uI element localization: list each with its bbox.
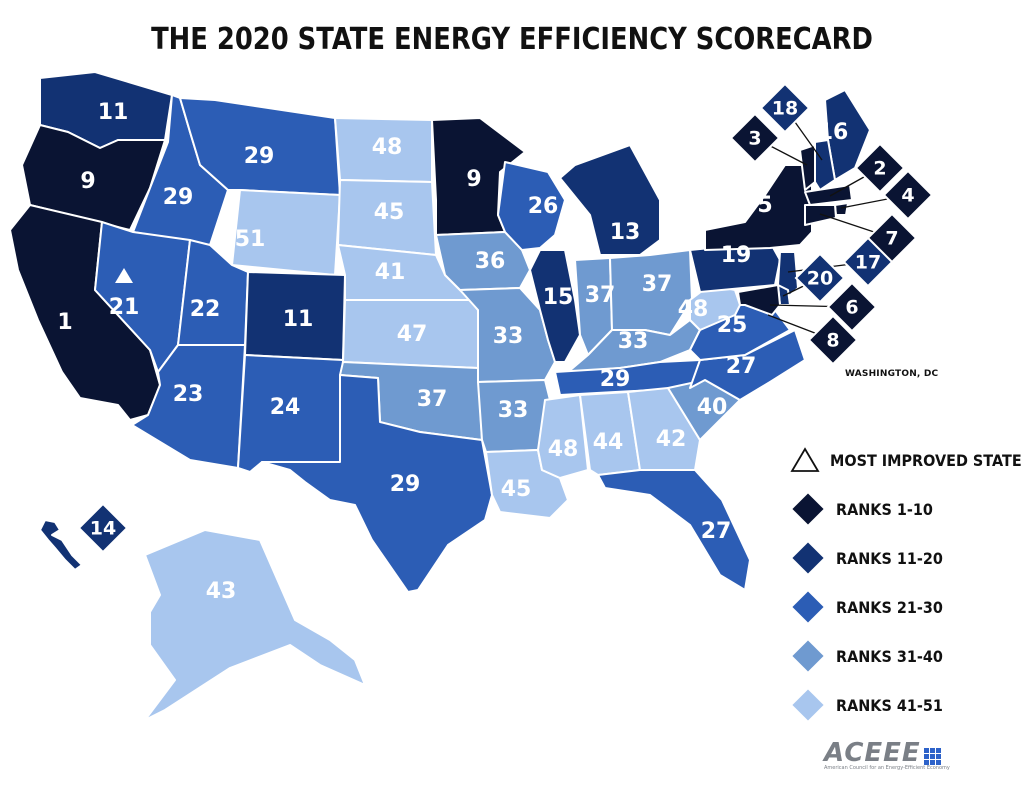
rank-label-vt: 3 (748, 128, 761, 150)
legend-label: RANKS 1-10 (836, 499, 933, 519)
state-md (737, 284, 781, 316)
rank-label-nd: 48 (372, 135, 403, 160)
rank-label-md: 6 (845, 297, 858, 319)
legend: MOST IMPROVED STATE RANKS 1-10 RANKS 11-… (790, 445, 1022, 739)
swatch-diamond-icon (792, 493, 824, 525)
rank-label-wv: 48 (678, 297, 709, 322)
page-title: THE 2020 STATE ENERGY EFFICIENCY SCORECA… (151, 22, 873, 57)
state-ak (144, 529, 366, 721)
legend-label: RANKS 31-40 (836, 646, 943, 666)
rank-diamond-nh: 18 (759, 82, 811, 134)
rank-diamond-hi: 14 (77, 502, 129, 554)
state-ri (834, 202, 849, 216)
rank-label-ga: 42 (656, 427, 687, 452)
rank-label-az: 23 (173, 382, 204, 407)
rank-label-nv: 21 (109, 295, 140, 320)
rank-label-hi: 14 (90, 518, 116, 540)
rank-label-ca: 1 (57, 310, 72, 335)
state-tx (261, 374, 493, 593)
swatch-diamond-icon (792, 640, 824, 672)
rank-label-id: 29 (163, 185, 194, 210)
rank-label-ut: 22 (190, 297, 221, 322)
legend-ranks-1-10: RANKS 1-10 (790, 493, 1020, 525)
state-il (529, 249, 581, 363)
state-hi (39, 519, 83, 571)
rank-label-ma: 2 (873, 158, 886, 180)
rank-label-ne: 41 (375, 260, 406, 285)
rank-label-in: 37 (585, 283, 616, 308)
rank-label-de: 20 (807, 268, 833, 290)
triangle-icon (790, 445, 820, 475)
logo-tagline: American Council for an Energy-Efficient… (824, 765, 950, 771)
legend-label: MOST IMPROVED STATE (830, 450, 1022, 470)
rank-label-sd: 45 (374, 200, 405, 225)
legend-ranks-11-20: RANKS 11-20 (790, 542, 1020, 574)
swatch-diamond-icon (792, 542, 824, 574)
rank-label-or: 9 (80, 169, 95, 194)
rank-label-wa: 11 (98, 100, 129, 125)
rank-label-oh: 37 (642, 272, 673, 297)
rank-label-nc: 27 (726, 354, 757, 379)
rank-label-wi: 26 (528, 194, 559, 219)
rank-label-la: 45 (501, 477, 532, 502)
rank-diamond-nj: 17 (842, 236, 894, 288)
rank-label-ri: 4 (901, 185, 914, 207)
rank-label-wy: 51 (235, 227, 266, 252)
rank-label-ct: 7 (885, 228, 898, 250)
rank-diamond-vt: 3 (729, 112, 781, 164)
rank-label-ks: 47 (397, 322, 428, 347)
rank-label-al: 44 (593, 430, 624, 455)
rank-label-il: 15 (543, 285, 574, 310)
rank-diamond-dc: 8 (807, 314, 859, 366)
most-improved-triangle-icon (115, 268, 133, 283)
rank-label-mi: 13 (610, 220, 641, 245)
legend-most-improved: MOST IMPROVED STATE (790, 445, 1022, 475)
rank-label-tn: 29 (600, 367, 631, 392)
state-ct (804, 204, 837, 226)
rank-label-ky: 33 (618, 329, 649, 354)
rank-label-nj: 17 (855, 252, 881, 274)
state-wi (497, 161, 566, 251)
rank-label-ny: 5 (757, 193, 772, 218)
rank-label-pa: 19 (721, 243, 752, 268)
rank-label-dc: 8 (826, 330, 839, 352)
rank-label-mo: 33 (493, 324, 524, 349)
rank-label-ms: 48 (548, 437, 579, 462)
rank-label-ia: 36 (475, 249, 506, 274)
legend-label: RANKS 11-20 (836, 548, 943, 568)
rank-label-ar: 33 (498, 398, 529, 423)
rank-diamond-md: 6 (826, 281, 878, 333)
rank-label-va: 25 (717, 313, 748, 338)
legend-label: RANKS 21-30 (836, 597, 943, 617)
rank-label-ak: 43 (206, 579, 237, 604)
rank-label-tx: 29 (390, 472, 421, 497)
aceee-logo: ACEEE American Council for an Energy-Eff… (824, 738, 950, 771)
legend-ranks-21-30: RANKS 21-30 (790, 591, 1020, 623)
rank-label-me: 16 (818, 120, 849, 145)
legend-ranks-41-51: RANKS 41-51 (790, 689, 1020, 721)
rank-diamond-ri: 4 (882, 169, 934, 221)
rank-label-mn: 9 (466, 167, 481, 192)
rank-label-fl: 27 (701, 519, 732, 544)
legend-ranks-31-40: RANKS 31-40 (790, 640, 1020, 672)
rank-diamond-de: 20 (794, 252, 846, 304)
state-nh (814, 139, 836, 191)
rank-label-nm: 24 (270, 395, 301, 420)
logo-text: ACEEE (824, 738, 921, 768)
rank-label-sc: 40 (697, 395, 728, 420)
rank-label-mt: 29 (244, 144, 275, 169)
rank-label-nh: 18 (772, 98, 798, 120)
legend-label: RANKS 41-51 (836, 695, 943, 715)
rank-diamond-ma: 2 (854, 142, 906, 194)
swatch-diamond-icon (792, 689, 824, 721)
rank-label-ok: 37 (417, 387, 448, 412)
rank-label-co: 11 (283, 307, 314, 332)
logo-dots-icon (923, 748, 941, 765)
state-or (21, 124, 166, 231)
state-ga (627, 387, 701, 471)
swatch-diamond-icon (792, 591, 824, 623)
dc-label: WASHINGTON, DC (845, 369, 939, 379)
state-fl (597, 469, 751, 591)
